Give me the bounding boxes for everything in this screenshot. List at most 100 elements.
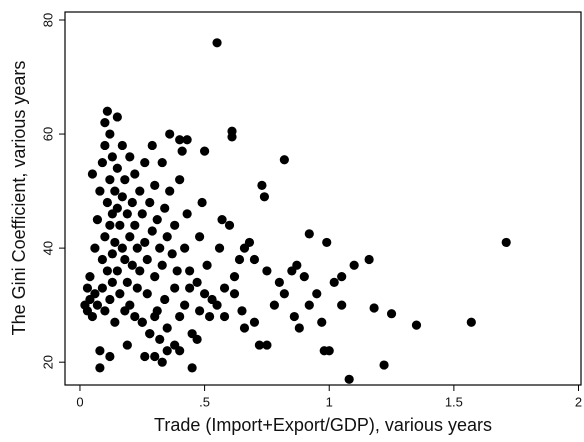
point (195, 232, 205, 242)
point (304, 229, 314, 239)
point (137, 317, 147, 327)
point (102, 106, 112, 116)
point (329, 277, 339, 287)
point (411, 320, 422, 330)
point (294, 323, 304, 333)
point (107, 152, 117, 162)
point (125, 232, 135, 242)
point (262, 340, 272, 350)
point (87, 169, 98, 179)
x-axis-title: Trade (Import+Export/GDP), various years (154, 415, 492, 435)
point (234, 254, 245, 265)
point (180, 243, 190, 253)
point (107, 277, 117, 287)
point (157, 260, 167, 270)
point (97, 254, 107, 265)
point (187, 363, 197, 373)
point (274, 277, 284, 287)
point (337, 272, 347, 282)
point (150, 180, 160, 190)
point (105, 129, 115, 139)
point (349, 260, 359, 270)
point (165, 186, 175, 196)
point (110, 237, 120, 248)
point (112, 112, 122, 122)
point (142, 254, 152, 265)
point (125, 152, 135, 162)
point (239, 323, 250, 333)
point (466, 317, 476, 327)
x-tick-label: 0 (76, 394, 83, 409)
point (132, 243, 142, 253)
point (112, 203, 122, 213)
point (150, 272, 160, 282)
point (150, 351, 160, 362)
point (269, 300, 279, 310)
point (364, 254, 374, 265)
point (192, 277, 202, 287)
point (140, 157, 150, 168)
point (110, 186, 120, 196)
point (386, 309, 397, 319)
point (175, 311, 185, 322)
point (145, 329, 155, 339)
point (147, 140, 157, 151)
point (379, 360, 389, 370)
point (287, 266, 297, 276)
point (100, 306, 110, 316)
y-tick-label: 40 (40, 241, 55, 255)
point (170, 340, 180, 350)
point (229, 289, 240, 299)
point (117, 192, 127, 202)
point (117, 140, 127, 151)
point (115, 220, 125, 230)
point (212, 38, 222, 48)
point (177, 146, 187, 156)
point (87, 311, 98, 322)
y-tick-label: 20 (40, 355, 55, 369)
point (182, 209, 192, 219)
y-tick-label: 80 (40, 13, 55, 27)
point (155, 334, 165, 344)
point (120, 175, 130, 185)
point (85, 272, 95, 282)
point (324, 346, 334, 356)
x-tick-label: .5 (199, 394, 210, 409)
point (105, 351, 115, 362)
point (344, 374, 354, 384)
point (185, 266, 195, 276)
point (90, 289, 100, 299)
point (112, 163, 122, 173)
x-tick-label: 2 (575, 394, 582, 409)
point (170, 220, 180, 230)
point (227, 132, 237, 142)
point (137, 209, 147, 219)
point (160, 294, 170, 305)
point (162, 346, 172, 356)
point (122, 277, 132, 287)
point (115, 289, 125, 299)
point (192, 334, 202, 344)
point (130, 311, 140, 322)
point (199, 289, 210, 299)
point (289, 311, 299, 322)
point (304, 300, 314, 310)
point (279, 155, 289, 165)
point (299, 272, 309, 282)
point (147, 226, 157, 236)
point (157, 157, 167, 168)
point (180, 300, 190, 310)
point (207, 294, 217, 305)
point (120, 254, 130, 265)
point (224, 220, 235, 230)
point (95, 363, 105, 373)
point (100, 118, 110, 128)
y-axis-title: The Gini Coefficient, various years (9, 61, 29, 336)
point (130, 220, 140, 230)
point (501, 237, 511, 248)
point (239, 243, 250, 253)
point (92, 300, 103, 310)
point (197, 197, 207, 208)
point (90, 243, 100, 253)
point (125, 300, 135, 310)
